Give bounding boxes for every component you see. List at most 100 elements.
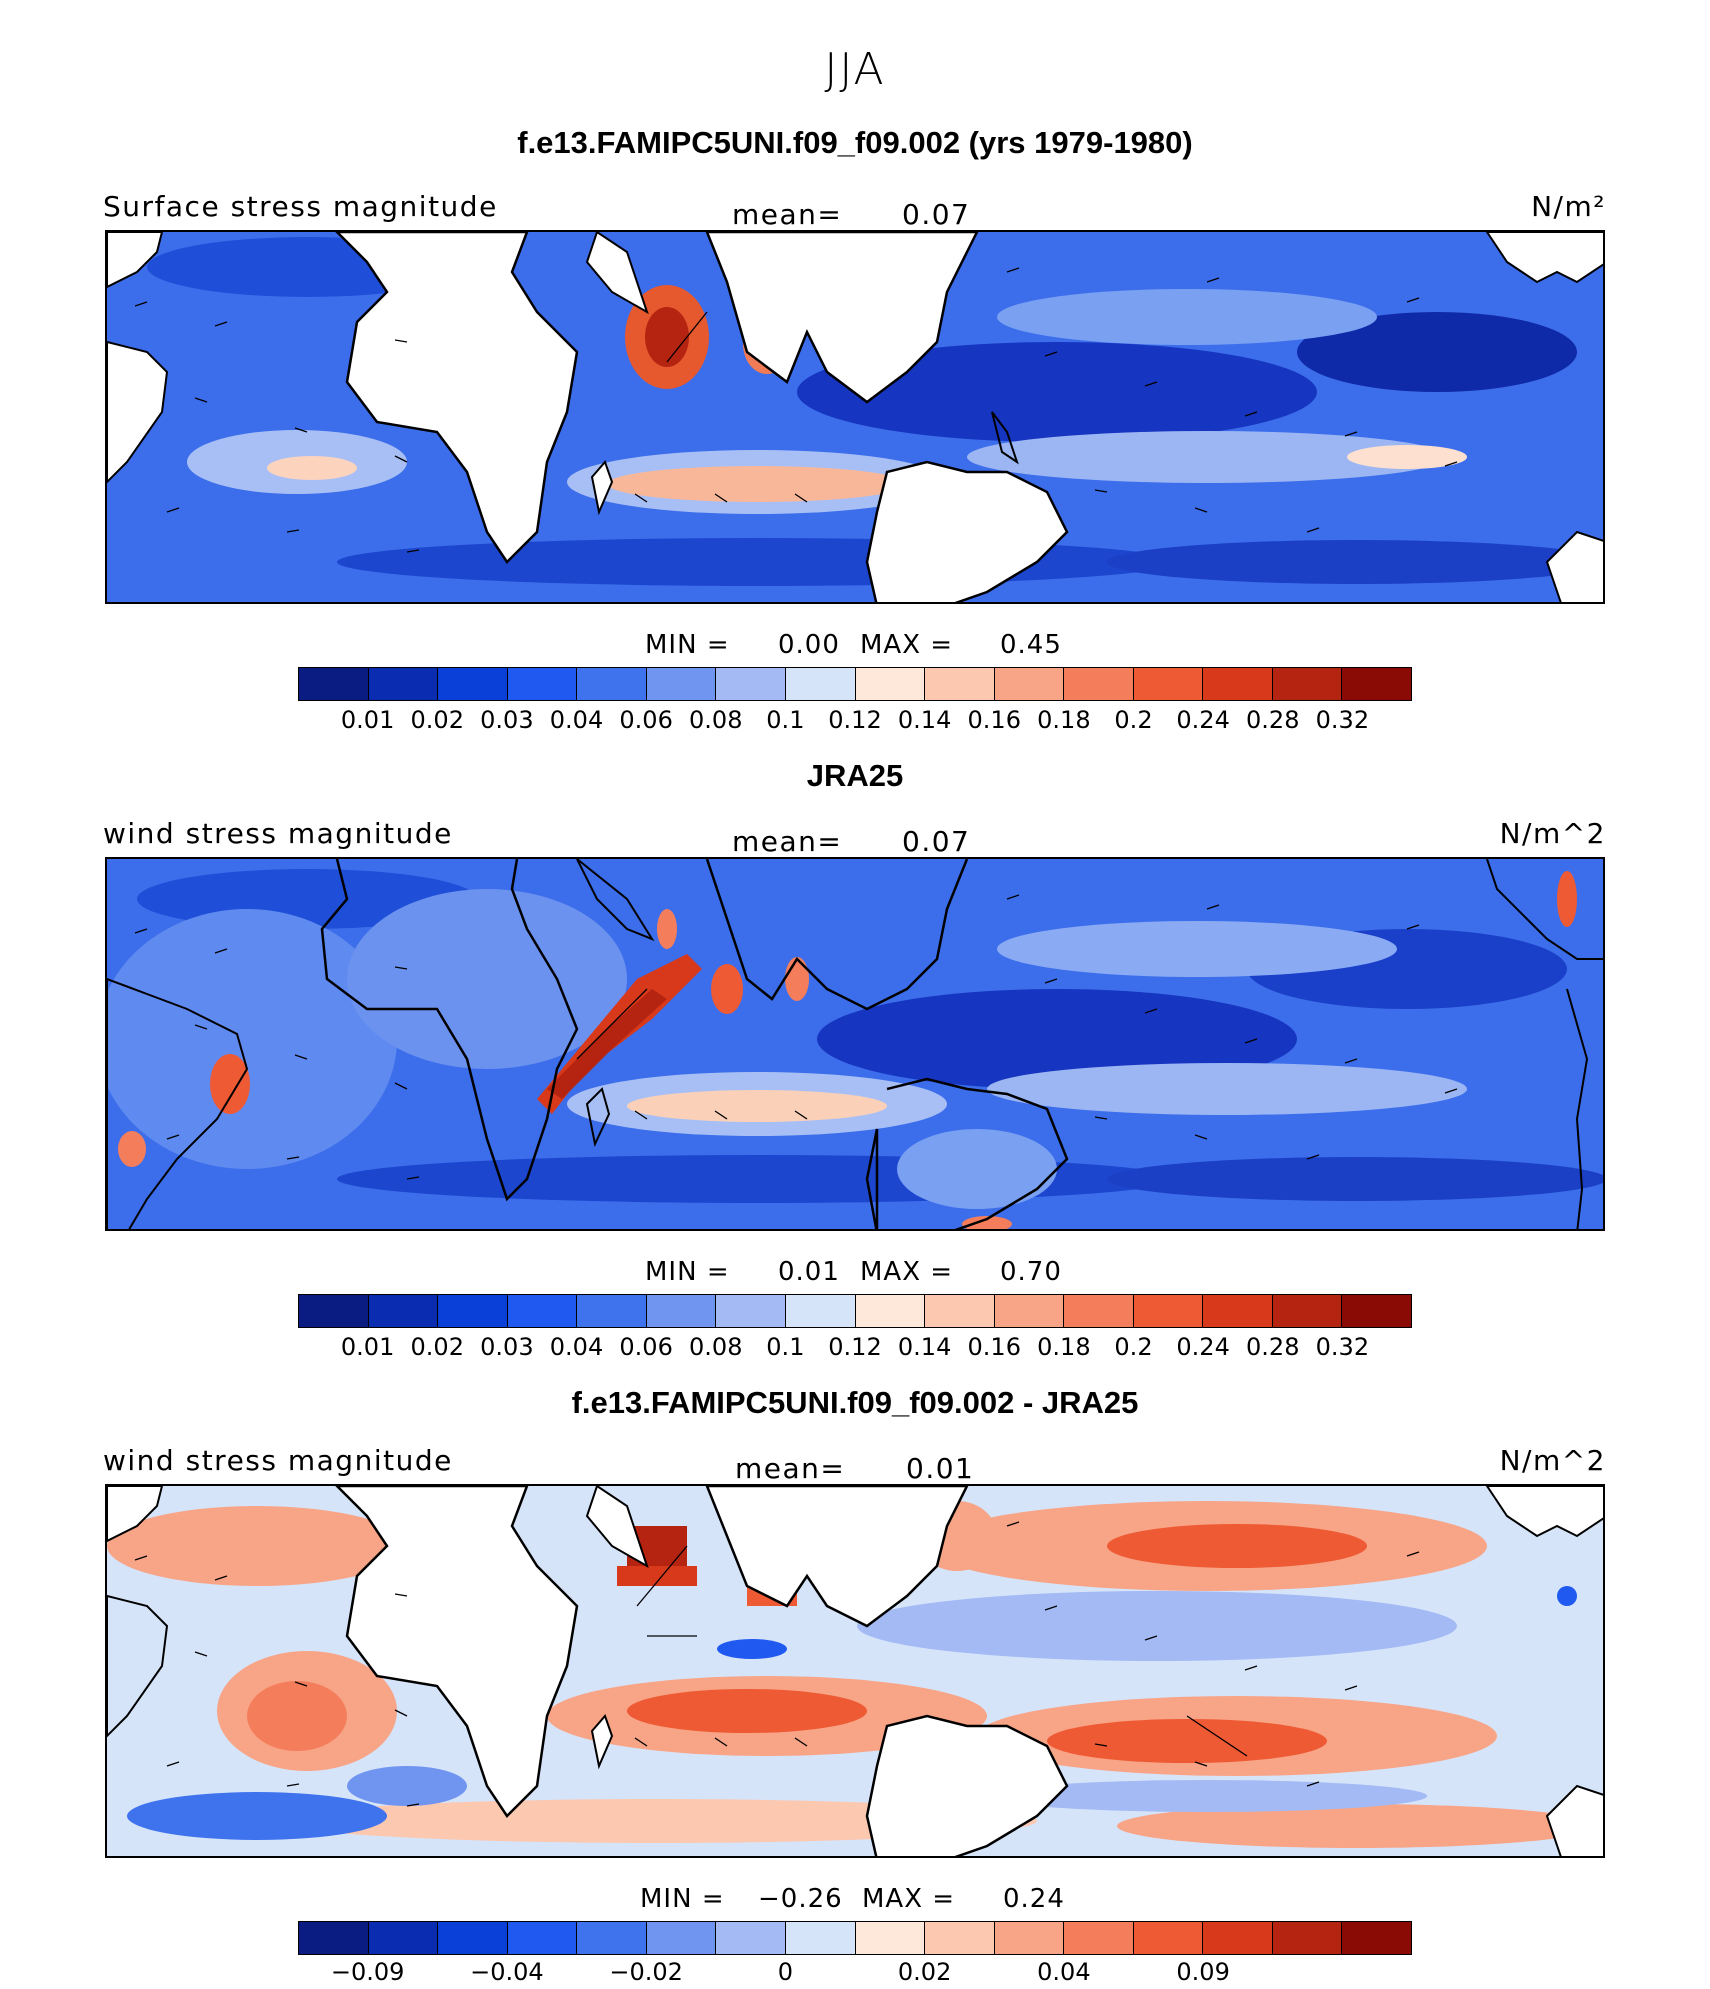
colorbar-swatch — [1203, 1295, 1273, 1327]
season-title: JJA — [824, 44, 886, 95]
panel-2-title: JRA25 — [806, 758, 904, 793]
colorbar-tick-label: 0.02 — [410, 706, 464, 734]
colorbar-tick-label: 0.03 — [480, 706, 534, 734]
colorbar-tick-label: 0.12 — [828, 1333, 882, 1361]
colorbar-tick-label: 0.08 — [689, 706, 743, 734]
panel-3-title: f.e13.FAMIPC5UNI.f09_f09.002 - JRA25 — [571, 1385, 1139, 1420]
panel-2-map — [105, 857, 1605, 1231]
panel-2-mean-value: 0.07 — [902, 825, 971, 858]
panel-3-max-label: MAX = — [862, 1884, 956, 1914]
colorbar-swatch — [925, 668, 995, 700]
colorbar-swatch — [438, 1922, 508, 1954]
colorbar-tick-label: 0.03 — [480, 1333, 534, 1361]
colorbar-tick-label: 0.32 — [1315, 1333, 1370, 1361]
panel-1-min-value: 0.00 — [778, 630, 840, 660]
panel-1-max-label: MAX = — [860, 630, 954, 660]
panel-1-units: N/m² — [1531, 190, 1606, 223]
colorbar-swatch — [994, 668, 1065, 700]
colorbar-tick-label: 0.02 — [897, 1958, 952, 1986]
colorbar-tick-label: 0.1 — [766, 706, 805, 734]
colorbar-swatch — [925, 1922, 995, 1954]
colorbar-swatch — [438, 1295, 508, 1327]
colorbar-tick-label: 0.01 — [340, 1333, 395, 1361]
panel-2-variable-label: wind stress magnitude — [103, 817, 453, 850]
colorbar-swatch — [507, 1295, 578, 1327]
colorbar-tick-label: 0.24 — [1176, 1333, 1230, 1361]
colorbar-swatch — [716, 1295, 786, 1327]
colorbar-swatch — [577, 1922, 647, 1954]
colorbar-swatch — [785, 1295, 856, 1327]
panel-1-title: f.e13.FAMIPC5UNI.f09_f09.002 (yrs 1979-1… — [517, 125, 1193, 160]
colorbar-tick-label: 0.06 — [619, 1333, 673, 1361]
colorbar-swatch — [855, 1295, 926, 1327]
panel-2-colorbar — [298, 1294, 1412, 1328]
colorbar-tick-label: −0.02 — [609, 1958, 683, 1986]
colorbar-swatch — [438, 668, 508, 700]
panel-1-map — [105, 230, 1605, 604]
panel-3-min-label: MIN = — [640, 1884, 725, 1914]
colorbar-tick-label: 0.32 — [1315, 706, 1370, 734]
colorbar-tick-label: 0.2 — [1114, 1333, 1153, 1361]
panel-2-max-value: 0.70 — [1000, 1257, 1062, 1287]
colorbar-swatch — [368, 1922, 439, 1954]
panel-3-map — [105, 1484, 1605, 1858]
panel-1-min-label: MIN = — [645, 630, 730, 660]
colorbar-swatch — [299, 1922, 369, 1954]
colorbar-swatch — [716, 1922, 786, 1954]
colorbar-swatch — [716, 668, 786, 700]
colorbar-tick-label: 0.16 — [967, 706, 1021, 734]
colorbar-swatch — [1272, 668, 1343, 700]
colorbar-tick-label: 0.02 — [410, 1333, 464, 1361]
panel-3-units: N/m^2 — [1499, 1444, 1606, 1477]
panel-2-mean-label: mean= — [732, 825, 843, 858]
panel-3-variable-label: wind stress magnitude — [103, 1444, 453, 1477]
panel-3-mean-value: 0.01 — [906, 1452, 975, 1485]
panel-1-max-value: 0.45 — [1000, 630, 1062, 660]
colorbar-tick-label: 0.18 — [1037, 706, 1091, 734]
colorbar-swatch — [1133, 1295, 1204, 1327]
colorbar-swatch — [577, 668, 647, 700]
colorbar-swatch — [577, 1295, 647, 1327]
colorbar-swatch — [1272, 1922, 1343, 1954]
colorbar-swatch — [1272, 1295, 1343, 1327]
colorbar-swatch — [1342, 1295, 1411, 1327]
colorbar-swatch — [1342, 668, 1411, 700]
panel-3-colorbar — [298, 1921, 1412, 1955]
colorbar-tick-label: 0.01 — [340, 706, 395, 734]
colorbar-tick-label: 0.04 — [549, 1333, 604, 1361]
panel-1-mean-value: 0.07 — [902, 198, 971, 231]
colorbar-swatch — [994, 1922, 1065, 1954]
panel-1-mean-label: mean= — [732, 198, 843, 231]
colorbar-tick-label: 0.06 — [619, 706, 673, 734]
colorbar-tick-label: 0.1 — [766, 1333, 805, 1361]
colorbar-tick-label: −0.04 — [470, 1958, 544, 1986]
colorbar-swatch — [1064, 668, 1134, 700]
colorbar-swatch — [1064, 1295, 1134, 1327]
panel-2-min-label: MIN = — [645, 1257, 730, 1287]
colorbar-swatch — [994, 1295, 1065, 1327]
colorbar-tick-label: 0.14 — [897, 1333, 952, 1361]
colorbar-tick-label: 0.16 — [967, 1333, 1021, 1361]
panel-2-max-label: MAX = — [860, 1257, 954, 1287]
colorbar-swatch — [1203, 668, 1273, 700]
colorbar-swatch — [507, 668, 578, 700]
colorbar-tick-label: 0.12 — [828, 706, 882, 734]
panel-3-mean-label: mean= — [735, 1452, 846, 1485]
colorbar-swatch — [925, 1295, 995, 1327]
panel-1-colorbar — [298, 667, 1412, 701]
colorbar-swatch — [1133, 668, 1204, 700]
colorbar-tick-label: 0.2 — [1114, 706, 1153, 734]
colorbar-swatch — [1133, 1922, 1204, 1954]
panel-3-min-value: −0.26 — [758, 1884, 843, 1914]
colorbar-swatch — [785, 1922, 856, 1954]
colorbar-swatch — [299, 668, 369, 700]
colorbar-swatch — [368, 668, 439, 700]
colorbar-swatch — [507, 1922, 578, 1954]
colorbar-tick-label: 0.24 — [1176, 706, 1230, 734]
colorbar-tick-label: 0.04 — [1037, 1958, 1091, 1986]
colorbar-swatch — [855, 1922, 926, 1954]
colorbar-tick-label: −0.09 — [330, 1958, 405, 1986]
colorbar-swatch — [1342, 1922, 1411, 1954]
colorbar-swatch — [646, 1922, 717, 1954]
panel-1-variable-label: Surface stress magnitude — [103, 190, 498, 223]
